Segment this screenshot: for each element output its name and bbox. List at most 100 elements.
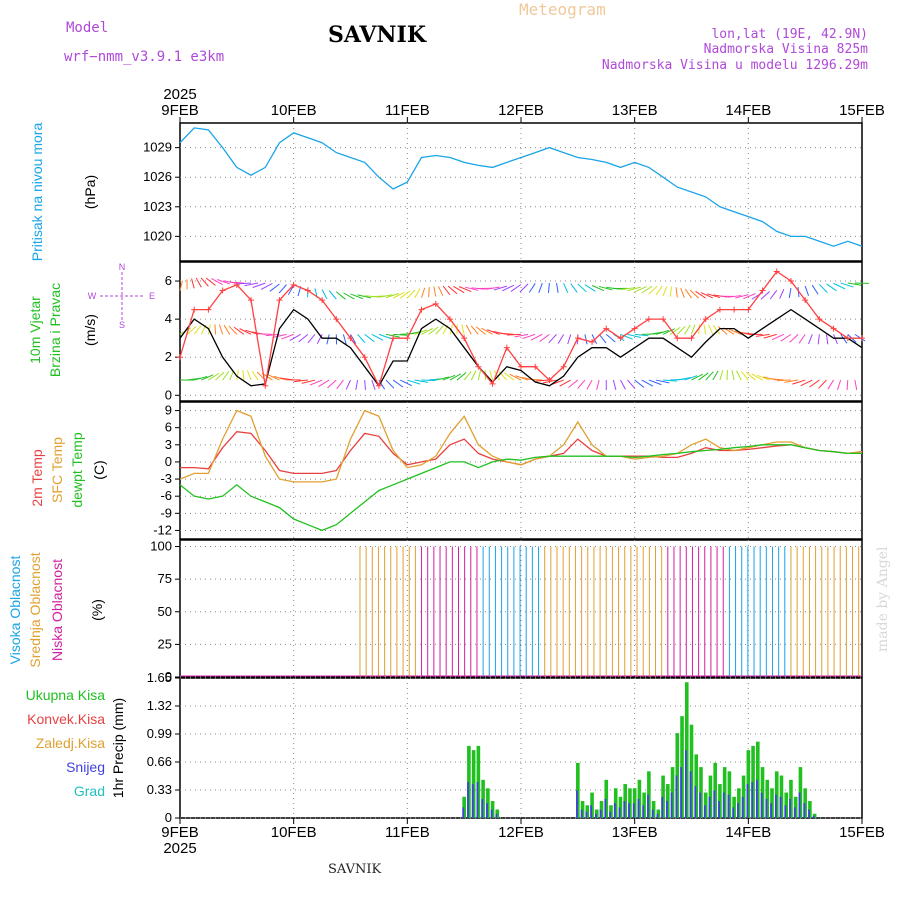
wind-title-2: Brzina i Pravac (47, 283, 63, 377)
wind-direction-arrow (846, 380, 849, 391)
dewpt-title: dewpt Temp (69, 432, 85, 507)
precip-legend-entry: Snijeg (66, 759, 105, 775)
wind-direction-arrow (663, 379, 678, 382)
wind-direction-arrow (655, 285, 663, 296)
precip-bar (647, 771, 651, 818)
precip-bar (741, 775, 746, 818)
wind-direction-arrow (818, 379, 827, 389)
wind-direction-arrow (789, 333, 799, 343)
wind-gust-marker (816, 316, 823, 323)
wind-speed-line (179, 308, 863, 387)
snow-bar (495, 813, 498, 818)
station-title: SAVNIK (328, 22, 426, 48)
snow-bar (751, 781, 754, 818)
wind-direction-arrow (287, 285, 295, 295)
year-label-bottom: 2025 (163, 840, 196, 857)
wind-direction-arrow (364, 380, 366, 391)
model-label: Model (66, 20, 109, 36)
wind-direction-arrow (568, 379, 579, 388)
wind-gust-marker (304, 287, 311, 294)
wind-gust-marker (674, 335, 681, 342)
wind-direction-arrow (273, 333, 287, 338)
wind-direction-arrow (698, 324, 700, 335)
wind-direction-arrow (577, 283, 587, 293)
wind-direction-arrow (700, 292, 714, 299)
y-tick-label: 0 (165, 387, 172, 402)
year-label-top: 2025 (163, 86, 196, 103)
wind-direction-arrow (260, 283, 273, 290)
wind-gust-marker (688, 335, 695, 342)
wind-direction-arrow (211, 278, 223, 286)
wind-gust-marker (844, 335, 851, 342)
y-tick-label: -3 (160, 471, 172, 486)
precip-bar (708, 775, 713, 818)
wind-gust-marker (859, 335, 865, 342)
wind-direction-arrow (442, 285, 451, 296)
wind-direction-arrow (392, 291, 405, 299)
wind-gust-marker (390, 335, 397, 342)
wind-direction-arrow (186, 326, 197, 335)
snow-bar (585, 811, 588, 818)
wind-direction-arrow (214, 324, 217, 335)
wind-direction-arrow (433, 286, 437, 297)
wind-direction-arrow (695, 290, 706, 299)
y-tick-label: 1023 (143, 199, 172, 214)
wind-direction-arrow (620, 379, 626, 390)
wind-direction-arrow (218, 324, 224, 335)
wind-direction-arrow (205, 277, 216, 286)
wind-gust-marker (773, 268, 780, 275)
wind-gust-marker (560, 363, 567, 370)
wind-direction-arrow (447, 285, 458, 295)
wind-direction-arrow (301, 379, 316, 384)
wind-direction-arrow (293, 379, 308, 383)
wind-direction-arrow (208, 372, 220, 381)
y-tick-label: 1029 (143, 140, 172, 155)
y-tick-label: 3 (165, 437, 172, 452)
wind-direction-arrow (705, 371, 714, 381)
snow-bar (774, 794, 777, 818)
snow-bar (713, 790, 716, 818)
wind-direction-arrow (350, 334, 357, 344)
snow-bar (684, 750, 687, 818)
wind-direction-arrow (612, 379, 617, 391)
y-tick-label: -9 (160, 505, 172, 520)
wind-direction-arrow (233, 326, 245, 335)
wind-direction-arrow (743, 293, 756, 300)
precip-legend-entry: Konvek.Kisa (27, 711, 105, 727)
elevation-label: Nadmorska Visina 825m (703, 42, 868, 57)
wind-direction-arrow (489, 370, 494, 381)
wind-direction-arrow (648, 285, 658, 295)
wind-direction-arrow (399, 290, 411, 299)
wind-direction-arrow (662, 286, 668, 297)
wind-title-1: 10m Vjetar (27, 296, 43, 364)
wind-direction-arrow (503, 372, 515, 381)
wind-direction-arrow (833, 282, 846, 290)
wind-direction-arrow (717, 326, 728, 335)
wind-direction-arrow (804, 285, 810, 296)
wind-direction-arrow (584, 284, 596, 292)
wind-direction-arrow (528, 378, 543, 381)
y-tick-label: 0 (165, 810, 172, 825)
x-tick-label-bottom: 12FEB (498, 824, 544, 841)
wind-direction-arrow (514, 333, 529, 338)
wind-direction-arrow (698, 372, 709, 381)
wind-gust-marker (461, 335, 468, 342)
wind-gust-marker (731, 306, 738, 313)
wind-gust-marker (716, 306, 723, 313)
snow-bar (784, 805, 787, 818)
snow-bar (675, 775, 678, 818)
wind-direction-arrow (228, 325, 238, 335)
wind-direction-arrow (798, 334, 806, 344)
wind-gust-marker (177, 354, 183, 361)
wind-direction-arrow (769, 290, 778, 300)
wind-direction-arrow (481, 327, 493, 335)
wind-direction-arrow (755, 333, 770, 337)
wind-direction-arrow (708, 324, 714, 335)
precip-bar (798, 767, 803, 818)
snow-bar (756, 779, 758, 818)
wind-direction-arrow (357, 334, 366, 344)
wind-gust-marker (333, 316, 340, 323)
y-tick-label: 0.99 (147, 726, 172, 741)
wind-direction-arrow (627, 379, 636, 389)
